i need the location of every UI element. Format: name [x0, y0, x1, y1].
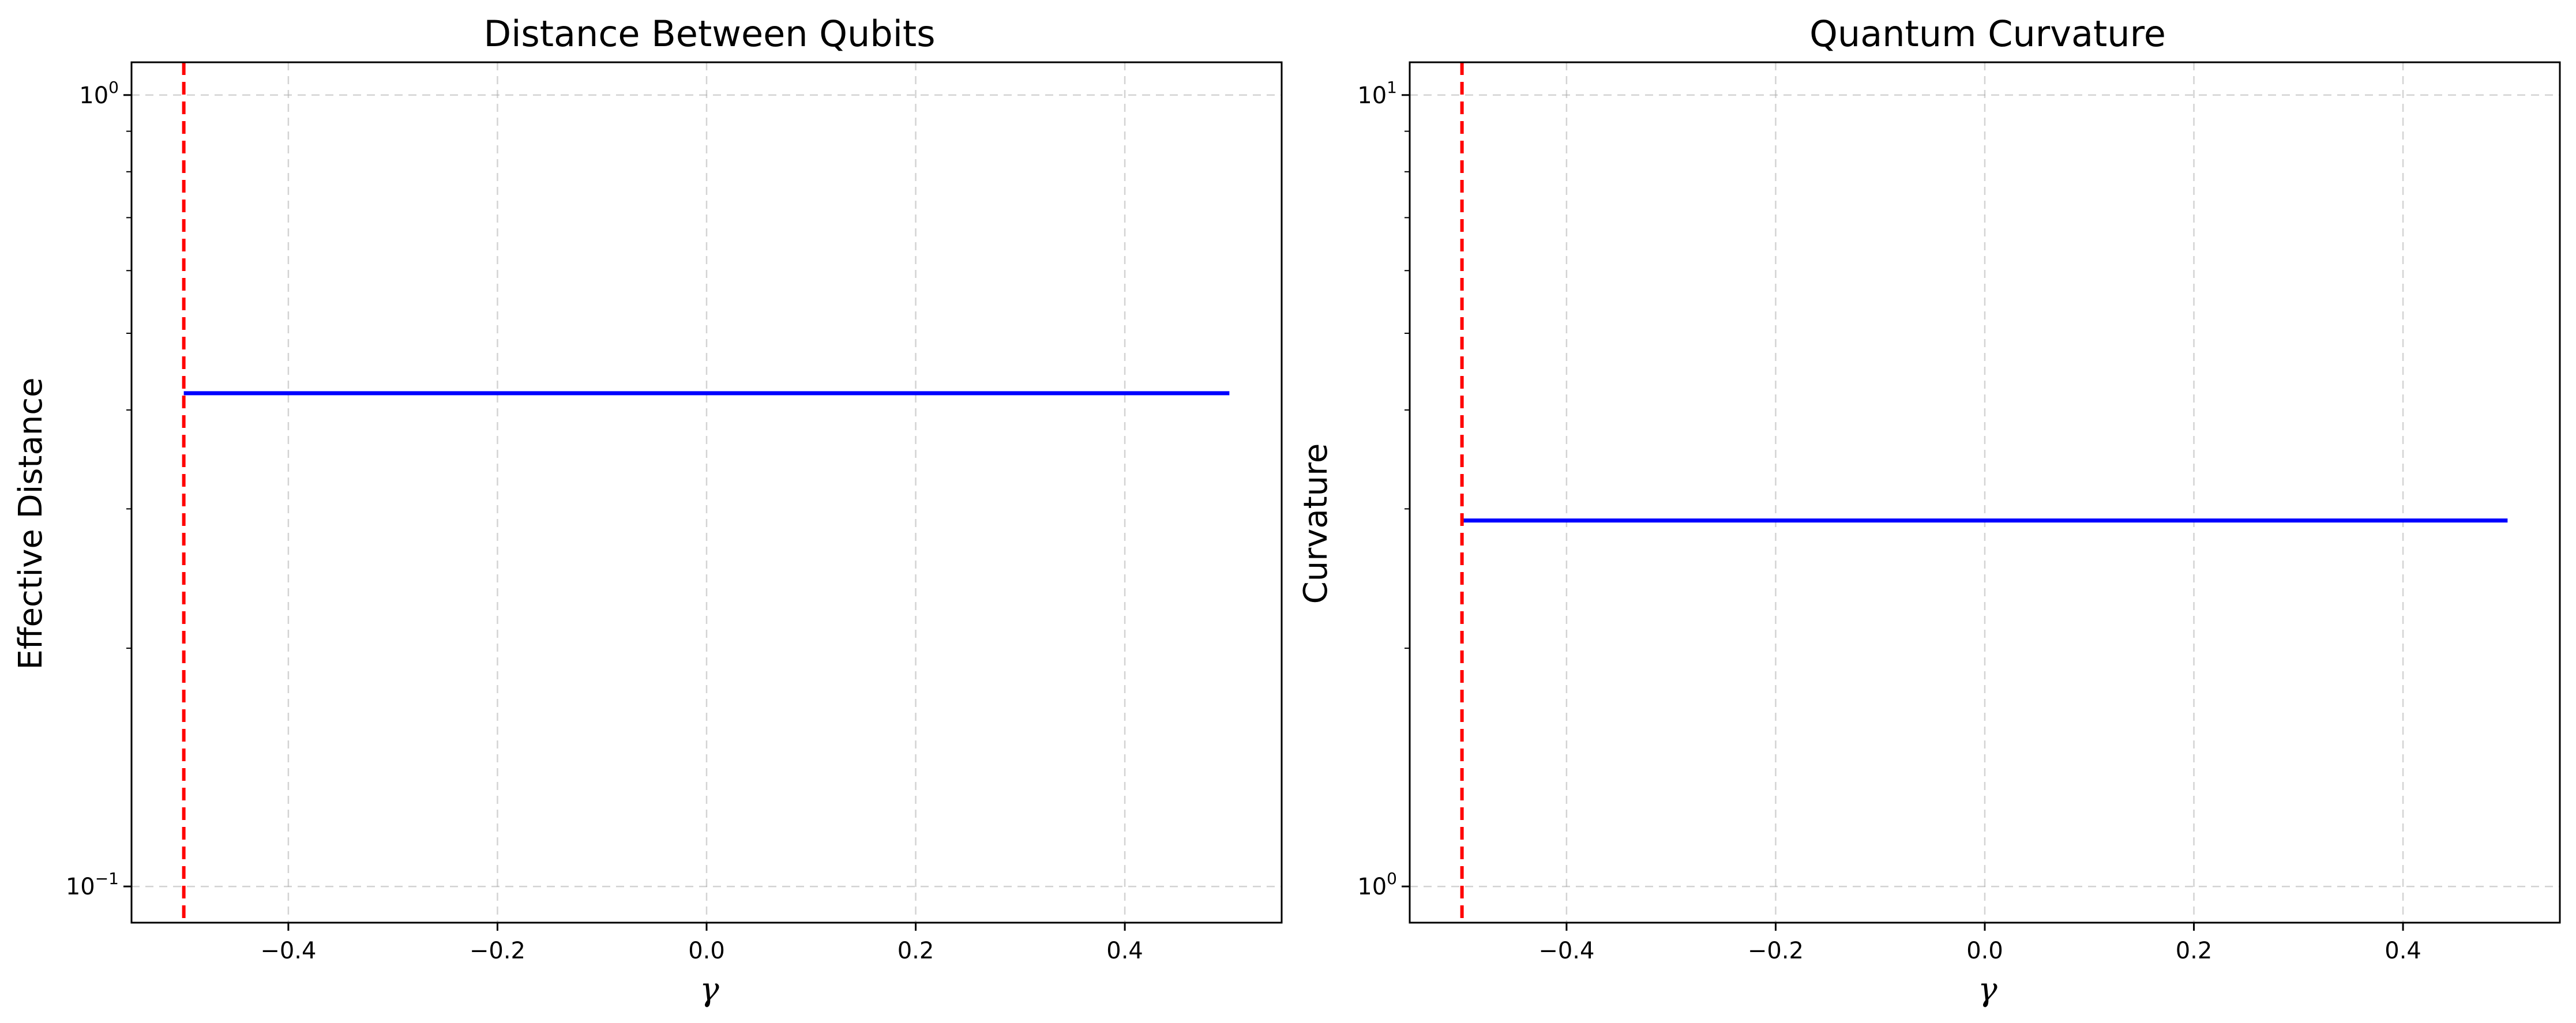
chart-title: Distance Between Qubits	[483, 13, 935, 55]
x-tick-label: 0.0	[1966, 938, 2003, 964]
x-tick-label: −0.4	[1538, 938, 1594, 964]
x-tick-label: 0.4	[2385, 938, 2421, 964]
y-tick-label: 100	[79, 78, 119, 109]
y-axis-label: Effective Distance	[12, 378, 50, 670]
x-tick-label: −0.2	[470, 938, 525, 964]
chart-panel-distance: Distance Between Qubits γ Effective Dist…	[12, 13, 1283, 1009]
chart-panel-curvature: Quantum Curvature γ Curvature −0.4 −0.2 0.…	[1297, 13, 2561, 1009]
x-tick-label: 0.0	[688, 938, 725, 964]
x-tick-label: −0.4	[260, 938, 316, 964]
x-tick-label: 0.2	[2176, 938, 2213, 964]
x-tick-label: 0.4	[1106, 938, 1143, 964]
chart-title: Quantum Curvature	[1809, 13, 2166, 55]
x-axis-label: γ	[1978, 971, 1997, 1009]
x-tick-label: 0.2	[898, 938, 934, 964]
x-axis-label: γ	[700, 971, 719, 1009]
x-tick-label: −0.2	[1748, 938, 1804, 964]
y-axis-label: Curvature	[1297, 443, 1335, 604]
y-tick-label: 10−1	[66, 869, 119, 900]
y-tick-label: 101	[1357, 78, 1397, 109]
y-tick-label: 100	[1357, 869, 1397, 900]
